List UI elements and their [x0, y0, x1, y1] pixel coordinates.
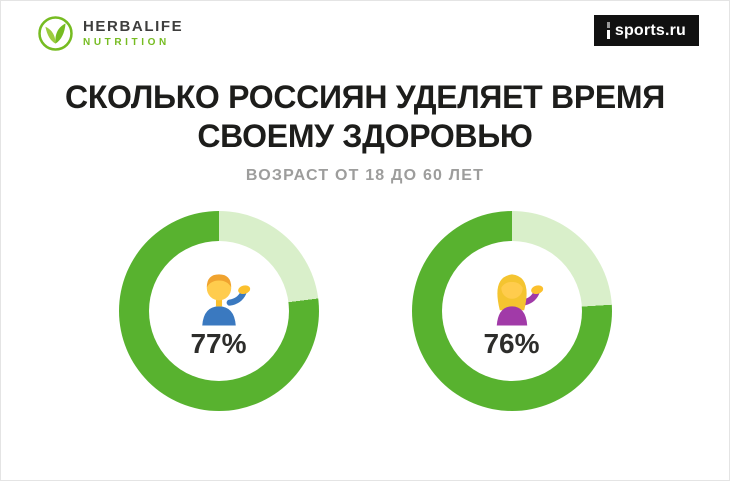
header: HERBALIFE NUTRITION sports.ru	[1, 1, 729, 52]
title-line-2: СВОЕМУ ЗДОРОВЬЮ	[197, 118, 533, 155]
sports-ru-mark-icon	[606, 22, 610, 39]
brand-name: HERBALIFE	[83, 17, 184, 35]
donut-chart-women: 76%	[411, 211, 612, 412]
brand-subtitle: NUTRITION	[83, 37, 170, 49]
sports-ru-logo: sports.ru	[593, 15, 699, 46]
donut-men-center: 77%	[148, 241, 289, 382]
donut-women-value: 76%	[483, 327, 540, 359]
herbalife-leaf-icon	[38, 16, 73, 51]
title-line-1: СКОЛЬКО РОССИЯН УДЕЛЯЕТ ВРЕМЯ	[65, 79, 665, 115]
donut-charts-row: 77% 76%	[1, 211, 729, 412]
donut-chart-men: 77%	[118, 211, 319, 412]
herbalife-wordmark: HERBALIFE NUTRITION	[83, 17, 184, 49]
donut-women-center: 76%	[441, 241, 582, 382]
man-tipping-hand-icon	[201, 273, 250, 326]
donut-men-value: 77%	[190, 327, 247, 359]
woman-tipping-hand-icon	[496, 273, 543, 326]
page-subtitle: ВОЗРАСТ ОТ 18 ДО 60 ЛЕТ	[245, 167, 485, 185]
herbalife-logo: HERBALIFE NUTRITION	[37, 15, 183, 52]
page-title: СКОЛЬКО РОССИЯН УДЕЛЯЕТ ВРЕМЯ СВОЕМУ ЗДО…	[21, 78, 709, 156]
sports-ru-wordmark: sports.ru	[614, 21, 686, 39]
